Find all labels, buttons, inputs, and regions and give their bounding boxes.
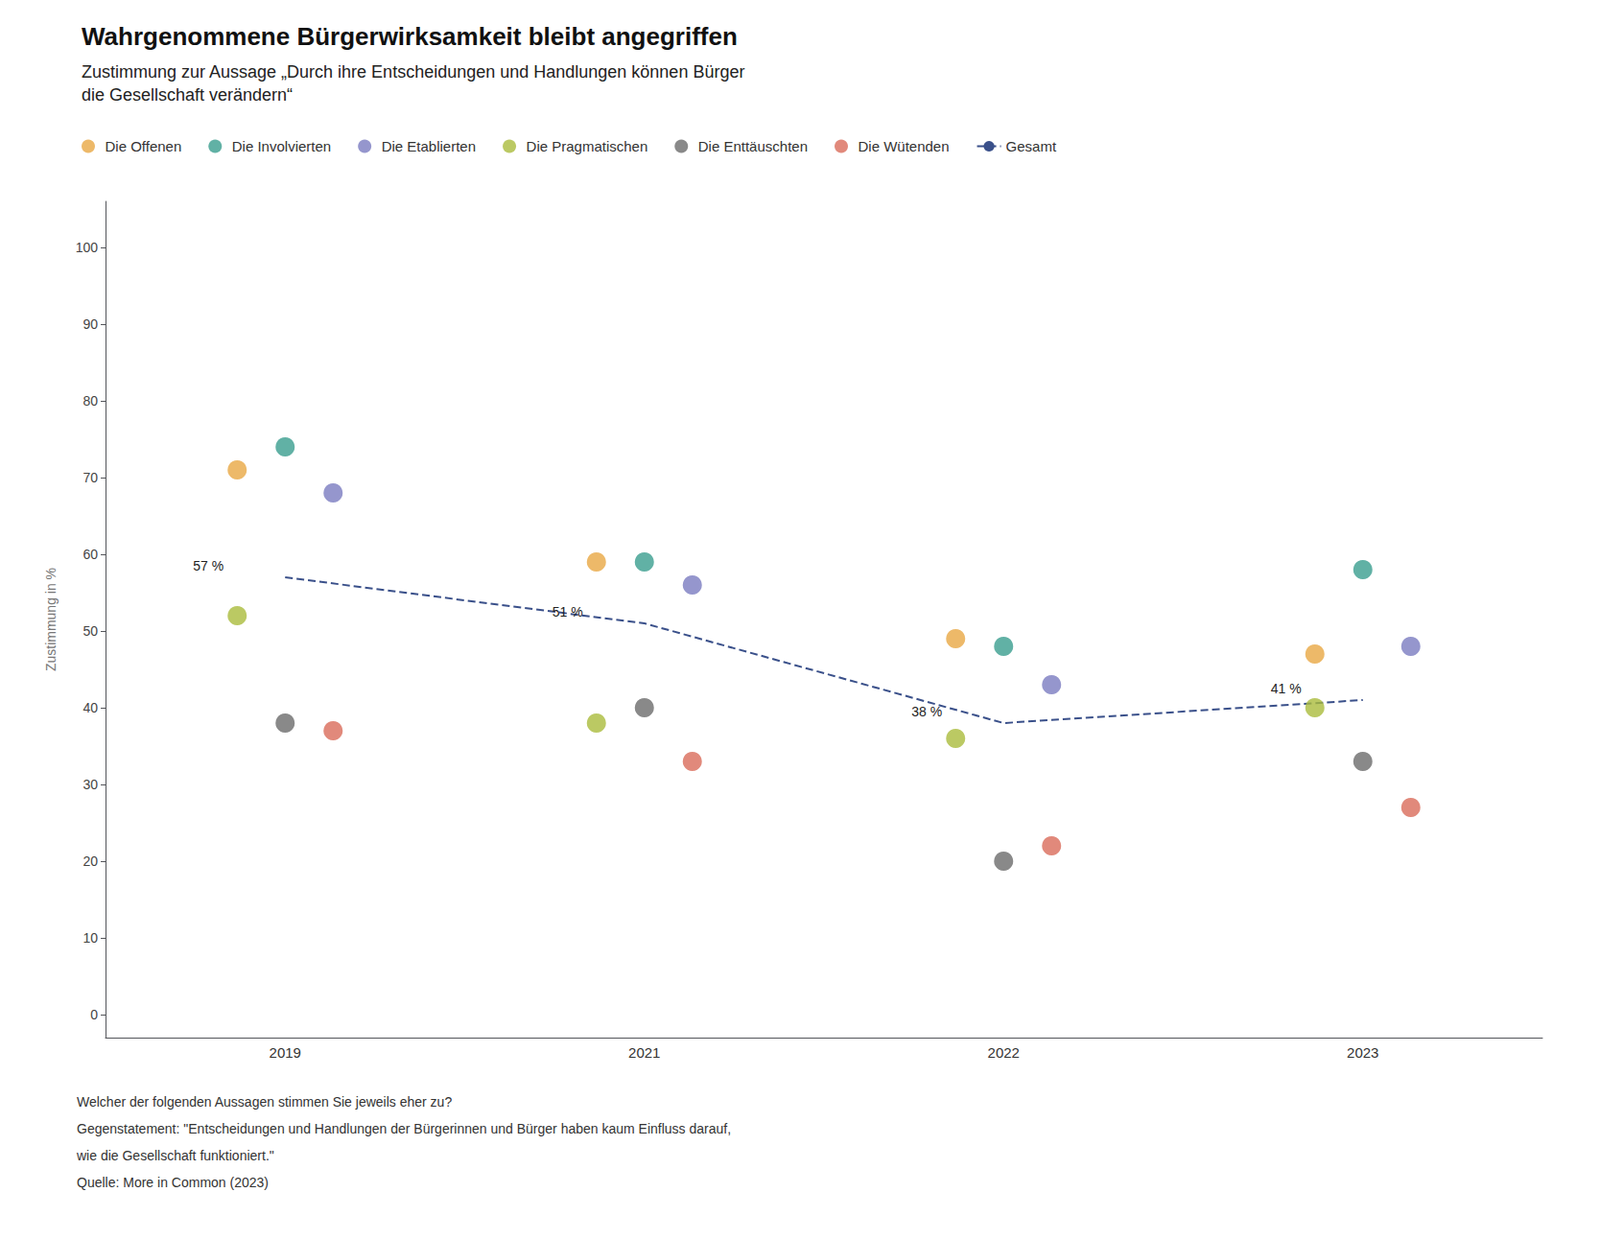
svg-text:2021: 2021 <box>628 1044 660 1061</box>
svg-text:Die Pragmatischen: Die Pragmatischen <box>526 138 649 155</box>
svg-text:Die Etablierten: Die Etablierten <box>381 138 476 155</box>
svg-text:70: 70 <box>82 470 98 486</box>
svg-text:2019: 2019 <box>269 1044 302 1061</box>
svg-text:38 %: 38 % <box>911 704 942 720</box>
svg-text:Gesamt: Gesamt <box>1006 138 1058 155</box>
svg-text:Welcher der folgenden Aussagen: Welcher der folgenden Aussagen stimmen S… <box>76 1094 452 1110</box>
svg-text:Die Offenen: Die Offenen <box>105 138 183 155</box>
svg-text:30: 30 <box>82 776 98 793</box>
svg-text:Quelle: More in Common (2023): Quelle: More in Common (2023) <box>76 1175 269 1191</box>
svg-text:90: 90 <box>82 316 98 332</box>
svg-text:Die Wütenden: Die Wütenden <box>858 138 950 155</box>
svg-text:100: 100 <box>75 239 99 256</box>
svg-text:die Gesellschaft verändern“: die Gesellschaft verändern“ <box>81 85 293 105</box>
svg-text:41 %: 41 % <box>1270 681 1302 697</box>
svg-text:Gegenstatement: "Entscheidunge: Gegenstatement: "Entscheidungen und Hand… <box>76 1121 731 1137</box>
svg-text:Wahrgenommene Bürgerwirksamkei: Wahrgenommene Bürgerwirksamkeit bleibt a… <box>81 22 738 51</box>
svg-text:Die Enttäuschten: Die Enttäuschten <box>698 138 808 155</box>
svg-text:Die Involvierten: Die Involvierten <box>232 138 331 155</box>
svg-text:2022: 2022 <box>988 1044 1020 1061</box>
svg-text:0: 0 <box>90 1007 98 1023</box>
svg-text:60: 60 <box>82 546 98 563</box>
svg-text:10: 10 <box>82 930 98 946</box>
svg-text:wie die Gesellschaft funktioni: wie die Gesellschaft funktioniert." <box>75 1148 275 1164</box>
svg-text:57 %: 57 % <box>192 558 224 574</box>
svg-text:40: 40 <box>82 700 98 716</box>
svg-text:80: 80 <box>82 393 98 409</box>
svg-text:51 %: 51 % <box>552 604 584 620</box>
svg-text:50: 50 <box>82 623 98 639</box>
svg-text:2023: 2023 <box>1346 1044 1379 1061</box>
svg-text:Zustimmung zur Aussage „Durch: Zustimmung zur Aussage „Durch ihre Entsc… <box>81 62 745 82</box>
svg-text:20: 20 <box>82 853 98 870</box>
svg-text:Zustimmung in %: Zustimmung in % <box>43 567 59 672</box>
